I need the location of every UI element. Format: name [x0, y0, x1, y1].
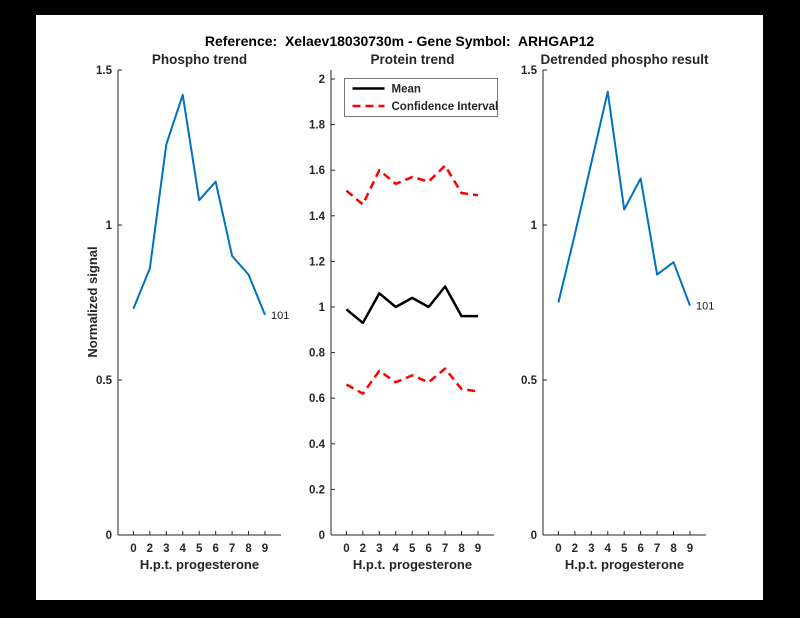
- x-tick-label: 9: [475, 543, 481, 555]
- y-tick-label: 1.2: [309, 256, 325, 268]
- y-tick-label: 1: [106, 220, 113, 232]
- x-tick-label: 8: [245, 543, 252, 555]
- x-tick-label: 9: [687, 543, 693, 555]
- x-axis-label: H.p.t. progesterone: [353, 557, 472, 572]
- y-tick-label: 1: [531, 220, 538, 232]
- x-tick-label: 7: [654, 543, 660, 555]
- x-tick-label: 0: [343, 543, 349, 555]
- x-tick-label: 3: [588, 543, 594, 555]
- y-tick-label: 0: [106, 530, 112, 542]
- legend-label: Mean: [392, 84, 421, 96]
- series-end-label: 101: [696, 301, 714, 313]
- y-tick-label: 0.6: [309, 393, 325, 405]
- x-tick-label: 3: [163, 543, 169, 555]
- x-tick-label: 7: [442, 543, 448, 555]
- x-tick-label: 8: [458, 543, 465, 555]
- y-tick-label: 1.4: [309, 211, 326, 223]
- y-tick-label: 1.5: [96, 65, 113, 77]
- x-axis-label: H.p.t. progesterone: [140, 557, 259, 572]
- y-tick-label: 1.5: [521, 65, 538, 77]
- y-axis-label: Normalized signal: [85, 246, 100, 357]
- x-tick-label: 0: [130, 543, 136, 555]
- legend-box: [344, 78, 498, 117]
- x-tick-label: 6: [425, 543, 431, 555]
- y-tick-label: 1: [319, 302, 326, 314]
- y-tick-label: 0.4: [309, 439, 326, 451]
- series-line: [132, 93, 266, 316]
- x-tick-label: 4: [393, 543, 400, 555]
- legend-label: Confidence Interval: [392, 101, 499, 113]
- x-tick-label: 5: [196, 543, 203, 555]
- series-line: [345, 367, 479, 395]
- x-tick-label: 2: [572, 543, 578, 555]
- series-end-label: 101: [271, 310, 289, 322]
- x-tick-label: 3: [376, 543, 382, 555]
- x-tick-label: 5: [409, 543, 416, 555]
- x-tick-label: 5: [621, 543, 628, 555]
- y-tick-label: 0.2: [309, 484, 325, 496]
- x-tick-label: 7: [229, 543, 235, 555]
- x-tick-label: 0: [555, 543, 561, 555]
- x-tick-label: 8: [670, 543, 677, 555]
- x-tick-label: 2: [360, 543, 366, 555]
- x-tick-label: 6: [637, 543, 643, 555]
- plot-title: Protein trend: [370, 52, 454, 67]
- series-line: [345, 164, 479, 206]
- plot-title: Detrended phospho result: [540, 52, 709, 67]
- figure-title: Reference: Xelaev18030730m - Gene Symbol…: [204, 33, 595, 49]
- y-tick-label: 1.6: [309, 165, 325, 177]
- y-tick-label: 0: [531, 530, 537, 542]
- x-tick-label: 4: [605, 543, 612, 555]
- y-tick-label: 0.5: [96, 375, 113, 387]
- series-line: [345, 285, 478, 325]
- x-tick-label: 2: [147, 543, 153, 555]
- x-tick-label: 4: [180, 543, 187, 555]
- plot-title: Phospho trend: [152, 52, 247, 67]
- y-tick-label: 0.8: [309, 348, 326, 360]
- x-axis-label: H.p.t. progesterone: [565, 557, 684, 572]
- x-tick-label: 6: [212, 543, 218, 555]
- y-tick-label: 0.5: [521, 375, 538, 387]
- series-line: [557, 90, 691, 306]
- x-tick-label: 9: [262, 543, 268, 555]
- y-tick-label: 0: [319, 530, 325, 542]
- y-tick-label: 1.8: [309, 120, 326, 132]
- y-tick-label: 2: [319, 74, 325, 86]
